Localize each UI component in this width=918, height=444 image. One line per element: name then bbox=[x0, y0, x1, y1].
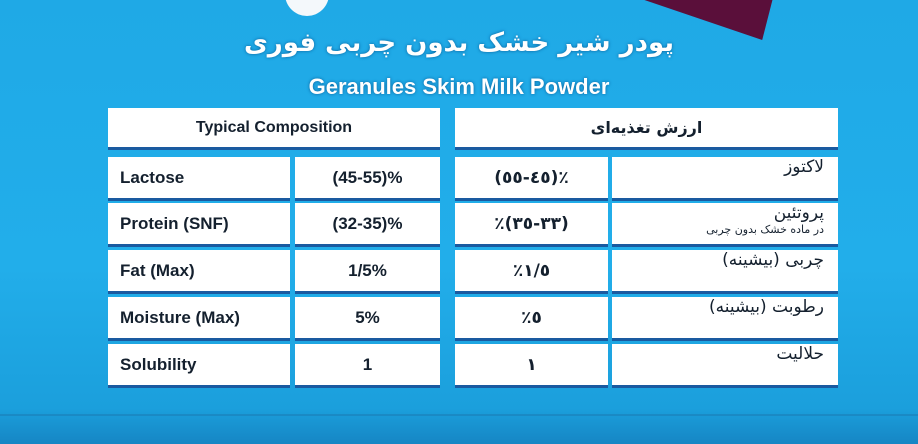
row-label-en: Fat (Max) bbox=[108, 250, 290, 294]
row-label-fa: حلالیت bbox=[612, 344, 838, 388]
row-value-fa: (٣٣-٣٥)٪ bbox=[455, 203, 608, 247]
row-value-en: 1/5% bbox=[295, 250, 440, 294]
row-value-fa: ٥٪ bbox=[455, 297, 608, 341]
english-title: Geranules Skim Milk Powder bbox=[308, 74, 610, 99]
persian-title: پودر شیر خشک بدون چربی فوری bbox=[243, 28, 675, 58]
row-label-fa-text: حلالیت bbox=[776, 344, 824, 364]
white-circle-graphic bbox=[285, 0, 329, 16]
row-label-fa: رطوبت (بیشینه) bbox=[612, 297, 838, 341]
package-edge bbox=[0, 414, 918, 416]
row-label-fa: چربی (بیشینه) bbox=[612, 250, 838, 294]
row-label-en: Solubility bbox=[108, 344, 290, 388]
row-label-fa-text: پروتئین bbox=[773, 203, 824, 223]
row-label-fa-text: چربی (بیشینه) bbox=[722, 250, 824, 270]
row-value-en: (32-35)% bbox=[295, 203, 440, 247]
header-nutritional-value: ارزش تغذیه‌ای bbox=[455, 108, 838, 150]
row-value-en: (45-55)% bbox=[295, 157, 440, 201]
header-typical-composition: Typical Composition bbox=[108, 108, 440, 150]
row-label-en: Lactose bbox=[108, 157, 290, 201]
row-value-fa: ١ bbox=[455, 344, 608, 388]
row-value-en: 5% bbox=[295, 297, 440, 341]
row-value-fa: ١/٥٪ bbox=[455, 250, 608, 294]
row-label-fa-subtext: در ماده خشک بدون چربی bbox=[706, 223, 824, 236]
row-label-fa: پروتئین در ماده خشک بدون چربی bbox=[612, 203, 838, 247]
row-value-fa: ٪(٤٥-٥٥) bbox=[455, 157, 608, 201]
row-label-fa-text: لاکتوز bbox=[784, 157, 824, 177]
row-label-fa: لاکتوز bbox=[612, 157, 838, 201]
row-value-en: 1 bbox=[295, 344, 440, 388]
row-label-en: Moisture (Max) bbox=[108, 297, 290, 341]
row-label-en: Protein (SNF) bbox=[108, 203, 290, 247]
row-label-fa-text: رطوبت (بیشینه) bbox=[708, 297, 824, 317]
